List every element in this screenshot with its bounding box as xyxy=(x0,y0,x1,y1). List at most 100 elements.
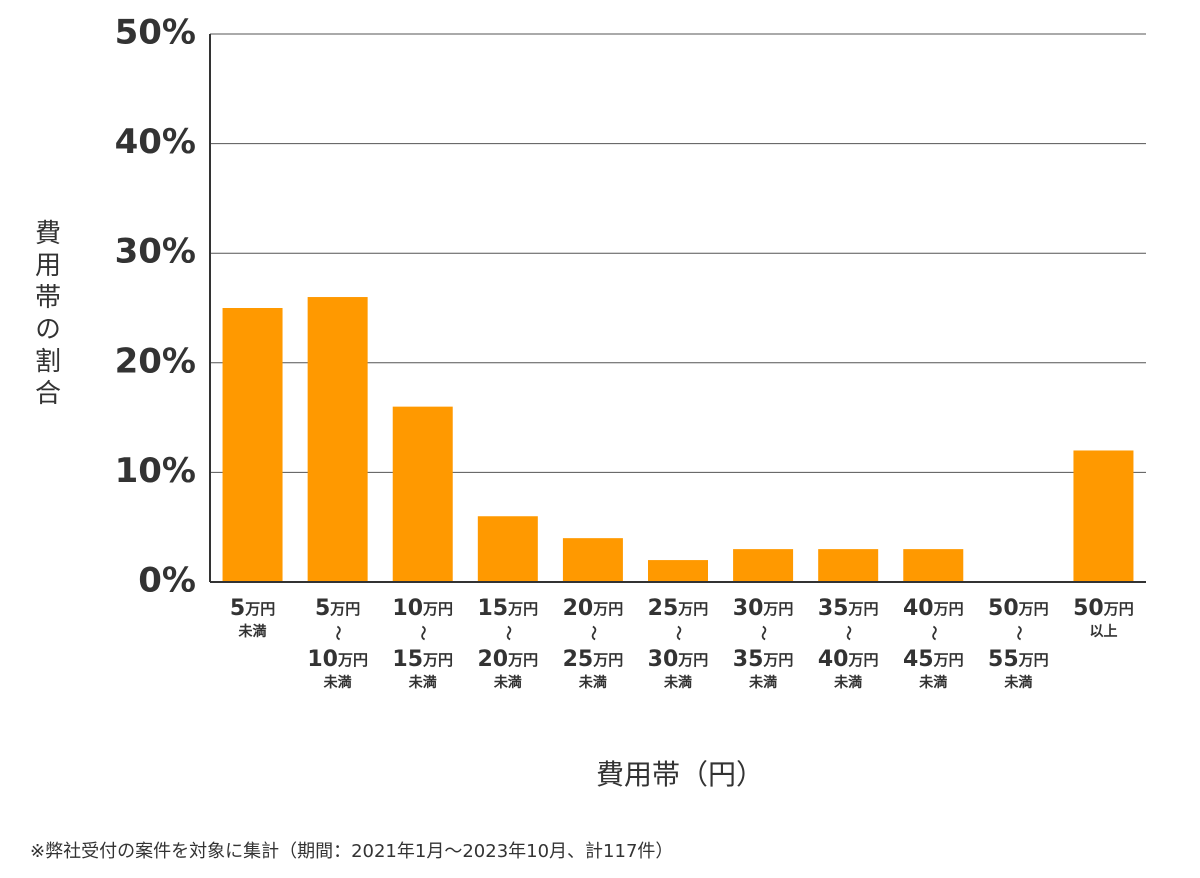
label-number: 20 xyxy=(563,596,594,621)
x-tick-label: 未満 xyxy=(494,674,522,691)
x-tick-label: 〜 xyxy=(840,625,858,640)
bar xyxy=(903,549,964,582)
bar xyxy=(307,297,368,582)
x-tick-label: 40万円 xyxy=(818,647,879,672)
x-tick-label: 未満 xyxy=(1004,674,1032,691)
x-tick-label: 以上 xyxy=(1089,624,1117,640)
y-tick-label: 30% xyxy=(115,232,196,272)
x-tick-label: 未満 xyxy=(664,674,692,691)
bar xyxy=(477,516,538,582)
x-tick-label: 5万円 xyxy=(315,596,360,621)
y-tick-label: 10% xyxy=(115,451,196,491)
label-number: 45 xyxy=(903,647,934,672)
label-number: 35 xyxy=(733,647,764,672)
label-number: 50 xyxy=(988,596,1019,621)
label-unit: 万円 xyxy=(337,651,368,669)
y-axis-title: 費用帯の割合 xyxy=(31,219,61,411)
label-number: 35 xyxy=(818,596,849,621)
label-unit: 万円 xyxy=(329,600,360,618)
label-unit: 万円 xyxy=(933,600,964,618)
label-unit: 万円 xyxy=(847,651,878,669)
y-tick-label: 50% xyxy=(115,13,196,53)
x-tick-label: 25万円 xyxy=(563,647,624,672)
x-tick-label: 50万円 xyxy=(1073,596,1134,621)
x-tick-label: 〜 xyxy=(1010,625,1028,640)
x-tick-label: 25万円 xyxy=(648,596,709,621)
bar xyxy=(1073,450,1134,582)
x-tick-label: 未満 xyxy=(324,674,352,691)
y-tick-label: 0% xyxy=(138,561,196,601)
x-tick-label: 20万円 xyxy=(563,596,624,621)
x-tick-label: 15万円 xyxy=(477,596,538,621)
label-unit: 万円 xyxy=(847,600,878,618)
label-number: 30 xyxy=(733,596,764,621)
x-tick-label: 15万円 xyxy=(392,647,453,672)
x-tick-label: 未満 xyxy=(409,674,437,691)
label-unit: 万円 xyxy=(592,651,623,669)
label-number: 55 xyxy=(988,647,1019,672)
y-tick-label: 40% xyxy=(115,122,196,162)
bar xyxy=(818,549,879,582)
label-number: 10 xyxy=(392,596,423,621)
label-unit: 万円 xyxy=(933,651,964,669)
x-tick-label: 未満 xyxy=(579,674,607,691)
x-tick-label: 未満 xyxy=(239,623,267,640)
bar xyxy=(222,308,283,582)
x-tick-label: 〜 xyxy=(499,625,517,640)
x-tick-label: 〜 xyxy=(414,625,432,640)
label-unit: 万円 xyxy=(422,600,453,618)
x-tick-label: 20万円 xyxy=(477,647,538,672)
bar xyxy=(562,538,623,582)
x-tick-label: 30万円 xyxy=(648,647,709,672)
x-tick-label: 10万円 xyxy=(392,596,453,621)
x-tick-label: 未満 xyxy=(749,674,777,691)
label-number: 40 xyxy=(818,647,849,672)
label-unit: 万円 xyxy=(677,651,708,669)
x-axis-title: 費用帯（円） xyxy=(596,758,764,791)
label-unit: 万円 xyxy=(1018,600,1049,618)
label-number: 15 xyxy=(392,647,423,672)
label-number: 20 xyxy=(477,647,508,672)
x-tick-label: 40万円 xyxy=(903,596,964,621)
x-tick-label: 55万円 xyxy=(988,647,1049,672)
label-unit: 万円 xyxy=(762,651,793,669)
x-tick-label: 〜 xyxy=(670,625,688,640)
x-tick-label: 50万円 xyxy=(988,596,1049,621)
label-unit: 万円 xyxy=(507,600,538,618)
x-tick-label: 未満 xyxy=(919,674,947,691)
x-tick-label: 未満 xyxy=(834,674,862,691)
label-number: 50 xyxy=(1073,596,1104,621)
label-unit: 万円 xyxy=(762,600,793,618)
y-tick-label: 20% xyxy=(115,341,196,381)
label-number: 10 xyxy=(307,647,338,672)
label-unit: 万円 xyxy=(507,651,538,669)
label-unit: 万円 xyxy=(592,600,623,618)
x-tick-label: 〜 xyxy=(755,625,773,640)
bar xyxy=(733,549,794,582)
bar xyxy=(648,560,708,582)
bar xyxy=(392,406,453,582)
label-number: 25 xyxy=(563,647,594,672)
x-tick-label: 35万円 xyxy=(818,596,879,621)
label-unit: 万円 xyxy=(1103,600,1134,618)
label-number: 5 xyxy=(315,596,330,621)
footnote: ※弊社受付の案件を対象に集計（期間：2021年1月～2023年10月、計117件… xyxy=(30,841,673,862)
x-tick-label: 〜 xyxy=(584,625,602,640)
x-tick-label: 〜 xyxy=(925,625,943,640)
label-unit: 万円 xyxy=(677,600,708,618)
x-tick-label: 30万円 xyxy=(733,596,794,621)
label-number: 5 xyxy=(230,596,245,621)
label-number: 30 xyxy=(648,647,679,672)
label-number: 40 xyxy=(903,596,934,621)
label-unit: 万円 xyxy=(244,600,275,618)
x-tick-label: 〜 xyxy=(329,625,347,640)
label-unit: 万円 xyxy=(1018,651,1049,669)
x-tick-label: 10万円 xyxy=(307,647,368,672)
x-tick-label: 45万円 xyxy=(903,647,964,672)
x-tick-label: 35万円 xyxy=(733,647,794,672)
label-number: 15 xyxy=(477,596,508,621)
label-unit: 万円 xyxy=(422,651,453,669)
x-tick-label: 5万円 xyxy=(230,596,275,621)
label-number: 25 xyxy=(648,596,679,621)
